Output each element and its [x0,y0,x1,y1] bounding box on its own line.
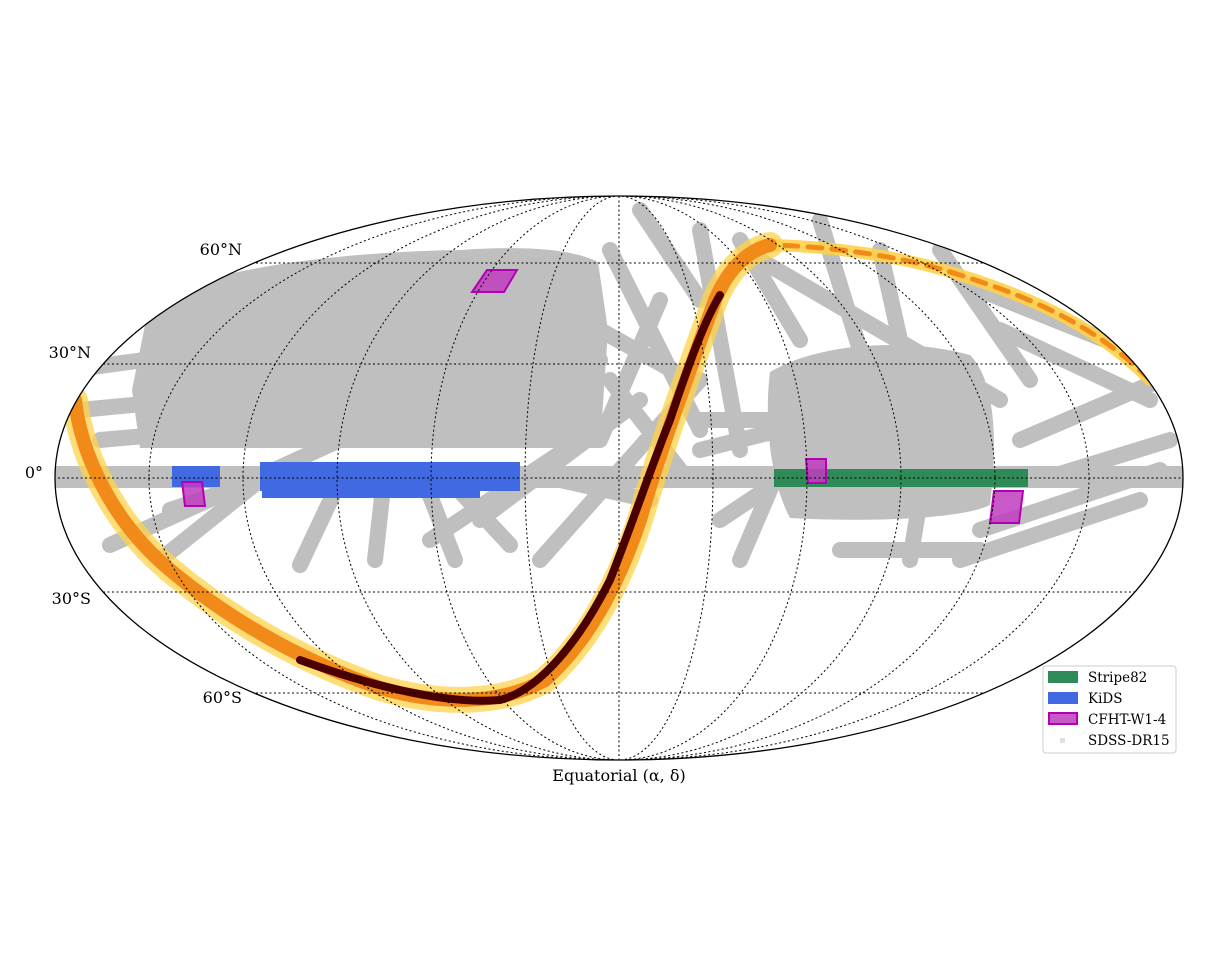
lat-label-30s: 30°S [52,589,91,608]
cfht-w4-patch [988,490,1025,524]
lat-label-60n: 60°N [200,240,242,259]
graticule [55,196,1183,760]
map-boundary [54,195,1184,761]
cfht-w3-patch [804,458,827,484]
legend-label-cfht: CFHT-W1-4 [1088,712,1166,728]
legend-label-sdss: SDSS-DR15 [1088,733,1170,749]
kids-patch-south [262,488,480,498]
lat-label-30n: 30°N [49,343,91,362]
legend-label-stripe82: Stripe82 [1088,670,1147,686]
legend-marker-sdss [1060,738,1065,743]
galactic-plane-density-band [62,232,1156,713]
legend-swatch-cfht [1048,712,1078,725]
survey-patches [172,269,1028,524]
legend-swatch-stripe82 [1048,671,1078,683]
legend: Stripe82 KiDS CFHT-W1-4 SDSS-DR15 [1042,665,1177,754]
x-axis-label: Equatorial (α, δ) [552,766,685,785]
legend-label-kids: KiDS [1088,691,1122,707]
legend-swatch-kids [1048,692,1078,704]
cfht-w1-patch [470,269,519,293]
cfht-w2-patch [180,481,207,507]
lat-label-0: 0° [25,463,43,482]
lat-label-60s: 60°S [203,688,242,707]
legend-frame [1042,665,1177,754]
kids-patch-north [260,462,520,491]
